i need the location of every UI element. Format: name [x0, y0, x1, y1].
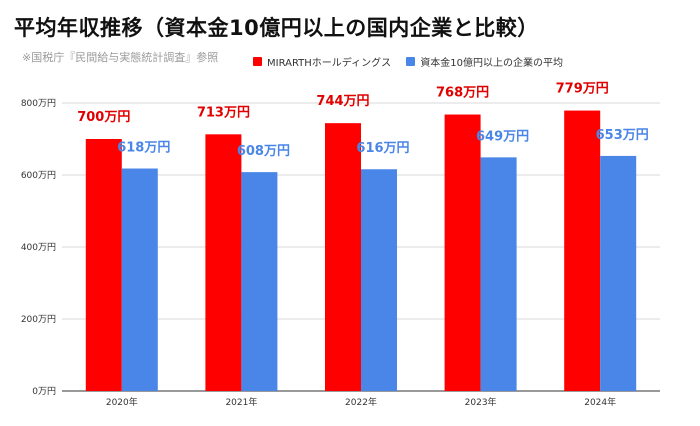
data-label-mirarth: 779万円: [556, 82, 609, 97]
chart-legend: MIRARTHホールディングス 資本金10億円以上の企業の平均: [253, 54, 575, 69]
legend-swatch-mirarth: [253, 57, 262, 66]
bar-average: [600, 155, 637, 391]
x-tick-label: 2024年: [584, 396, 616, 408]
y-tick-label: 200万円: [21, 314, 56, 325]
y-tick-label: 600万円: [21, 170, 56, 181]
bar-average: [241, 172, 278, 391]
data-label-mirarth: 768万円: [436, 86, 489, 101]
data-label-mirarth: 744万円: [316, 94, 369, 109]
x-tick-label: 2021年: [225, 396, 257, 408]
bar-mirarth: [444, 114, 481, 392]
bar-mirarth: [564, 110, 601, 391]
data-label-mirarth: 700万円: [77, 110, 130, 125]
chart-title: 平均年収推移（資本金10億円以上の国内企業と比較）: [14, 16, 539, 40]
data-label-mirarth: 713万円: [197, 105, 250, 120]
bar-average: [480, 157, 517, 391]
legend-label-mirarth: MIRARTHホールディングス: [267, 58, 392, 69]
legend-swatch-average: [406, 57, 416, 66]
bar-mirarth: [85, 139, 122, 391]
data-label-average: 608万円: [237, 144, 290, 159]
data-label-average: 618万円: [117, 141, 170, 156]
legend-item-mirarth: MIRARTHホールディングス: [253, 54, 391, 69]
y-tick-label: 800万円: [21, 98, 56, 109]
x-tick-label: 2022年: [345, 396, 377, 408]
bar-mirarth: [325, 123, 361, 391]
bar-average: [361, 169, 397, 391]
x-tick-label: 2023年: [465, 396, 497, 408]
bar-mirarth: [205, 134, 242, 391]
data-label-average: 653万円: [596, 128, 649, 143]
y-tick-label: 0万円: [32, 386, 56, 397]
legend-label-average: 資本金10億円以上の企業の平均: [420, 58, 564, 69]
x-tick-label: 2020年: [106, 396, 138, 408]
y-tick-label: 400万円: [21, 242, 56, 253]
source-note: ※国税庁『民間給与実態統計調査』参照: [22, 51, 219, 64]
data-label-average: 616万円: [356, 141, 409, 156]
data-label-average: 649万円: [476, 129, 529, 144]
legend-item-average: 資本金10億円以上の企業の平均: [406, 54, 563, 69]
bar-average: [121, 168, 158, 391]
